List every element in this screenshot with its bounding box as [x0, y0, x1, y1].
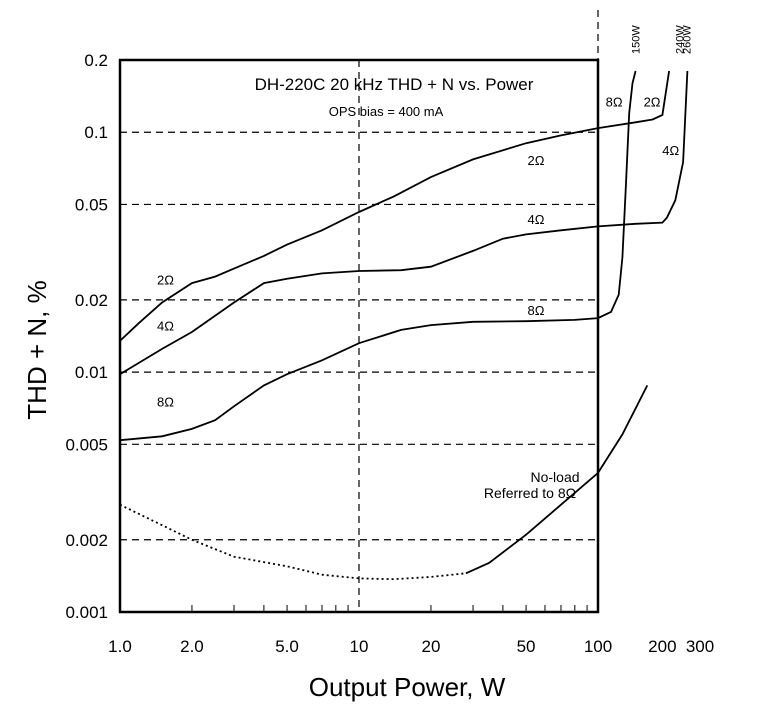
wattage-label: 150W [631, 25, 643, 54]
x-tick-label: 20 [421, 637, 440, 656]
series-line-8ohm [119, 70, 637, 442]
curve-label: 8Ω [527, 303, 544, 318]
plot-frame [118, 58, 600, 614]
grid-layer [120, 10, 599, 612]
curve-label: 2Ω [644, 94, 661, 109]
noload-referred-label: Referred to 8Ω [484, 485, 576, 501]
x-tick-label: 10 [350, 637, 369, 656]
x-tick-label: 5.0 [275, 637, 299, 656]
y-tick-label: 0.05 [75, 195, 108, 214]
wattage-label: 240W [674, 25, 686, 54]
x-tick-label: 200 [648, 637, 676, 656]
x-tick-label: 2.0 [180, 637, 204, 656]
series-layer [119, 70, 689, 581]
y-tick-label: 0.001 [65, 603, 108, 622]
wattage-label: 260W [682, 25, 694, 54]
y-tick-label: 0.002 [65, 531, 108, 550]
y-tick-label: 0.2 [84, 51, 108, 70]
curve-label: 2Ω [157, 272, 174, 287]
curve-label: 8Ω [606, 94, 623, 109]
noload-label: No-load [530, 469, 579, 485]
curve-label: 2Ω [527, 153, 544, 168]
chart-title: DH-220C 20 kHz THD + N vs. Power [255, 75, 534, 94]
curve-label: 4Ω [527, 212, 544, 227]
x-tick-label: 100 [584, 637, 612, 656]
label-layer: 1.0 2.0 5.0 10 20 50 100 200 300 0.2 0.1 0.05 0.02 0.… [65, 25, 714, 656]
series-line-noload [465, 384, 649, 575]
y-tick-label: 0.1 [84, 123, 108, 142]
x-axis-label: Output Power, W [309, 672, 506, 702]
y-axis-label: THD + N, % [22, 280, 52, 419]
x-tick-label: 300 [686, 637, 714, 656]
tick-layer [191, 605, 588, 612]
y-tick-label: 0.02 [75, 291, 108, 310]
chart-subtitle: OPS bias = 400 mA [329, 104, 444, 119]
x-tick-label: 1.0 [108, 637, 132, 656]
curve-label: 8Ω [157, 394, 174, 409]
x-tick-label: 50 [517, 637, 536, 656]
series-line-4ohm [119, 70, 689, 375]
y-tick-label: 0.01 [75, 363, 108, 382]
series-line-noload-dotted [119, 503, 466, 581]
curve-label: 4Ω [662, 143, 679, 158]
curve-label: 4Ω [157, 319, 174, 334]
y-tick-label: 0.005 [65, 435, 108, 454]
